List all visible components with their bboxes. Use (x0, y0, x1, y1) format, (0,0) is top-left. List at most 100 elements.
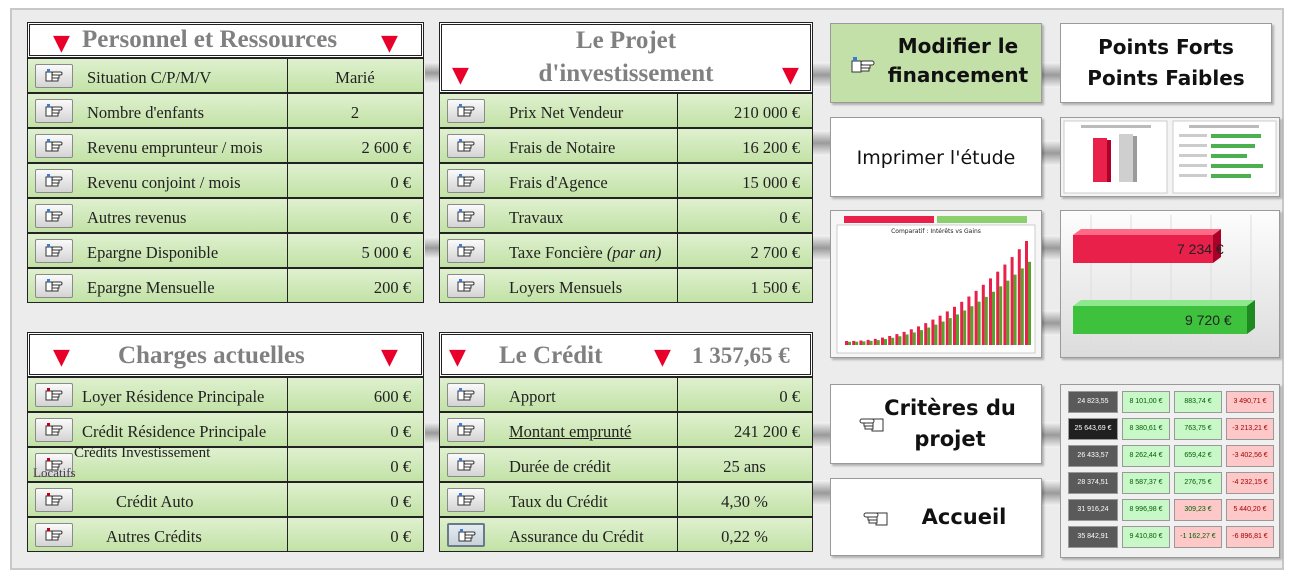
row-value[interactable]: 210 000 € (734, 103, 800, 122)
mini-table-cell: 31 916,24 (1068, 499, 1118, 521)
row-value[interactable]: 16 200 € (742, 138, 800, 157)
row-action-button[interactable] (35, 418, 73, 442)
row-action-button[interactable] (447, 239, 485, 263)
row-action-button[interactable] (447, 523, 485, 547)
row-label: Crédit Résidence Principale (82, 422, 267, 441)
row-action-button[interactable] (447, 99, 485, 123)
connector (1042, 62, 1060, 88)
row-value[interactable]: 5 000 € (361, 243, 412, 262)
row-action-button[interactable] (447, 418, 485, 442)
row-value[interactable]: 0 € (390, 208, 411, 227)
hand-pointer-icon (457, 174, 475, 187)
row-action-button[interactable] (447, 134, 485, 158)
connector (1042, 140, 1060, 166)
accueil-button[interactable]: Accueil (830, 478, 1042, 556)
points-forts-faibles-button[interactable]: Points Forts Points Faibles (1060, 23, 1272, 103)
mini-bar (1020, 268, 1024, 345)
mini-bar (970, 306, 974, 345)
row-value[interactable]: 0 € (779, 208, 800, 227)
row-value[interactable]: 2 600 € (361, 138, 412, 157)
row-action-button[interactable] (447, 274, 485, 298)
row-value[interactable]: 4,30 % (721, 492, 768, 511)
row-action-button[interactable] (35, 169, 73, 193)
row-value[interactable]: 0 € (390, 492, 411, 511)
row-value[interactable]: 200 € (373, 278, 411, 297)
row-action-button[interactable] (35, 488, 73, 512)
report-preview-thumbnail[interactable] (1060, 117, 1280, 197)
row-action-button[interactable] (447, 169, 485, 193)
row-label: Frais d'Agence (509, 173, 608, 192)
dropdown-arrow-icon[interactable]: ▼ (782, 63, 799, 88)
connector (1042, 235, 1060, 261)
row-action-button[interactable] (447, 488, 485, 512)
dropdown-arrow-icon[interactable]: ▼ (381, 31, 398, 56)
row-value[interactable]: 0 € (779, 387, 800, 406)
mini-table-cell: 9 410,80 € (1122, 526, 1170, 548)
row-value[interactable]: 15 000 € (742, 173, 800, 192)
row-value[interactable]: 2 (350, 103, 360, 122)
row-action-button[interactable] (447, 383, 485, 407)
mini-bar (956, 314, 959, 345)
row-label: Revenu conjoint / mois (87, 173, 241, 192)
row-value[interactable]: 0 € (390, 422, 411, 441)
row-action-button[interactable] (35, 204, 73, 228)
row-value[interactable]: 241 200 € (734, 422, 800, 441)
mini-bar (1003, 264, 1007, 345)
dropdown-arrow-icon[interactable]: ▼ (53, 31, 70, 56)
bar-comparison-thumbnail[interactable]: 7 234 € 9 720 € (1060, 210, 1280, 358)
row-value[interactable]: Marié (335, 68, 375, 87)
row-action-button[interactable] (35, 99, 73, 123)
table-row: Crédits Investissement Locatifs 0 € (27, 445, 424, 482)
row-value[interactable]: 1 500 € (750, 278, 801, 297)
row-action-button[interactable] (35, 274, 73, 298)
dropdown-arrow-icon[interactable]: ▼ (381, 345, 398, 370)
credit-header: ▼ Le Crédit ▼ 1 357,65 € (439, 332, 813, 377)
table-row: Taux du Crédit 4,30 % (439, 482, 813, 517)
mini-table-cell: 8 101,00 € (1122, 391, 1170, 413)
row-action-button[interactable] (35, 523, 73, 547)
criteres-table-thumbnail[interactable]: 24 823,55 8 101,00 €883,74 €3 490,71 € 25 … (1060, 384, 1280, 558)
mini-bar (855, 341, 859, 345)
dropdown-arrow-icon[interactable]: ▼ (452, 63, 469, 88)
dropdown-arrow-icon[interactable]: ▼ (53, 345, 70, 370)
row-label: Taxe Foncière (par an) (509, 243, 662, 262)
connector (813, 422, 831, 448)
mini-bar (920, 330, 923, 345)
table-row: Situation C/P/M/V Marié (27, 58, 424, 93)
mini-table-cell: 28 374,51 (1068, 472, 1118, 494)
hand-pointer-icon (859, 418, 884, 432)
imprimer-etude-button[interactable]: Imprimer l'étude (830, 117, 1042, 197)
row-label: Loyers Mensuels (509, 278, 623, 297)
row-action-button[interactable] (447, 204, 485, 228)
row-action-button[interactable] (35, 453, 73, 477)
mini-bar (862, 341, 866, 345)
dropdown-arrow-icon[interactable]: ▼ (654, 345, 671, 370)
mini-bar (873, 338, 877, 345)
row-value[interactable]: 600 € (373, 387, 411, 406)
mini-bar (1028, 261, 1031, 345)
comparatif-chart-thumbnail[interactable]: Comparatif : Intérêts vs Gains (830, 210, 1042, 358)
connector (813, 480, 831, 506)
row-value[interactable]: 0 € (390, 457, 411, 476)
mini-bar (866, 339, 870, 345)
mini-bar (876, 340, 880, 345)
dropdown-arrow-icon[interactable]: ▼ (449, 345, 466, 370)
row-value[interactable]: 0,22 % (721, 527, 768, 546)
row-action-button[interactable] (35, 383, 73, 407)
connector (813, 62, 831, 88)
row-action-button[interactable] (447, 453, 485, 477)
row-action-button[interactable] (35, 239, 73, 263)
modifier-financement-button[interactable]: Modifier le financement (830, 23, 1042, 103)
mini-bar (1010, 257, 1014, 345)
row-action-button[interactable] (35, 64, 73, 88)
row-value[interactable]: 2 700 € (750, 243, 801, 262)
row-action-button[interactable] (35, 134, 73, 158)
mini-bar (1006, 280, 1010, 345)
criteres-projet-button[interactable]: Critères du projet (830, 384, 1042, 464)
mini-bar (977, 301, 981, 345)
hand-pointer-icon (457, 104, 475, 117)
row-value[interactable]: 0 € (390, 173, 411, 192)
hand-pointer-icon (457, 139, 475, 152)
row-value[interactable]: 25 ans (723, 457, 766, 476)
row-value[interactable]: 0 € (390, 527, 411, 546)
